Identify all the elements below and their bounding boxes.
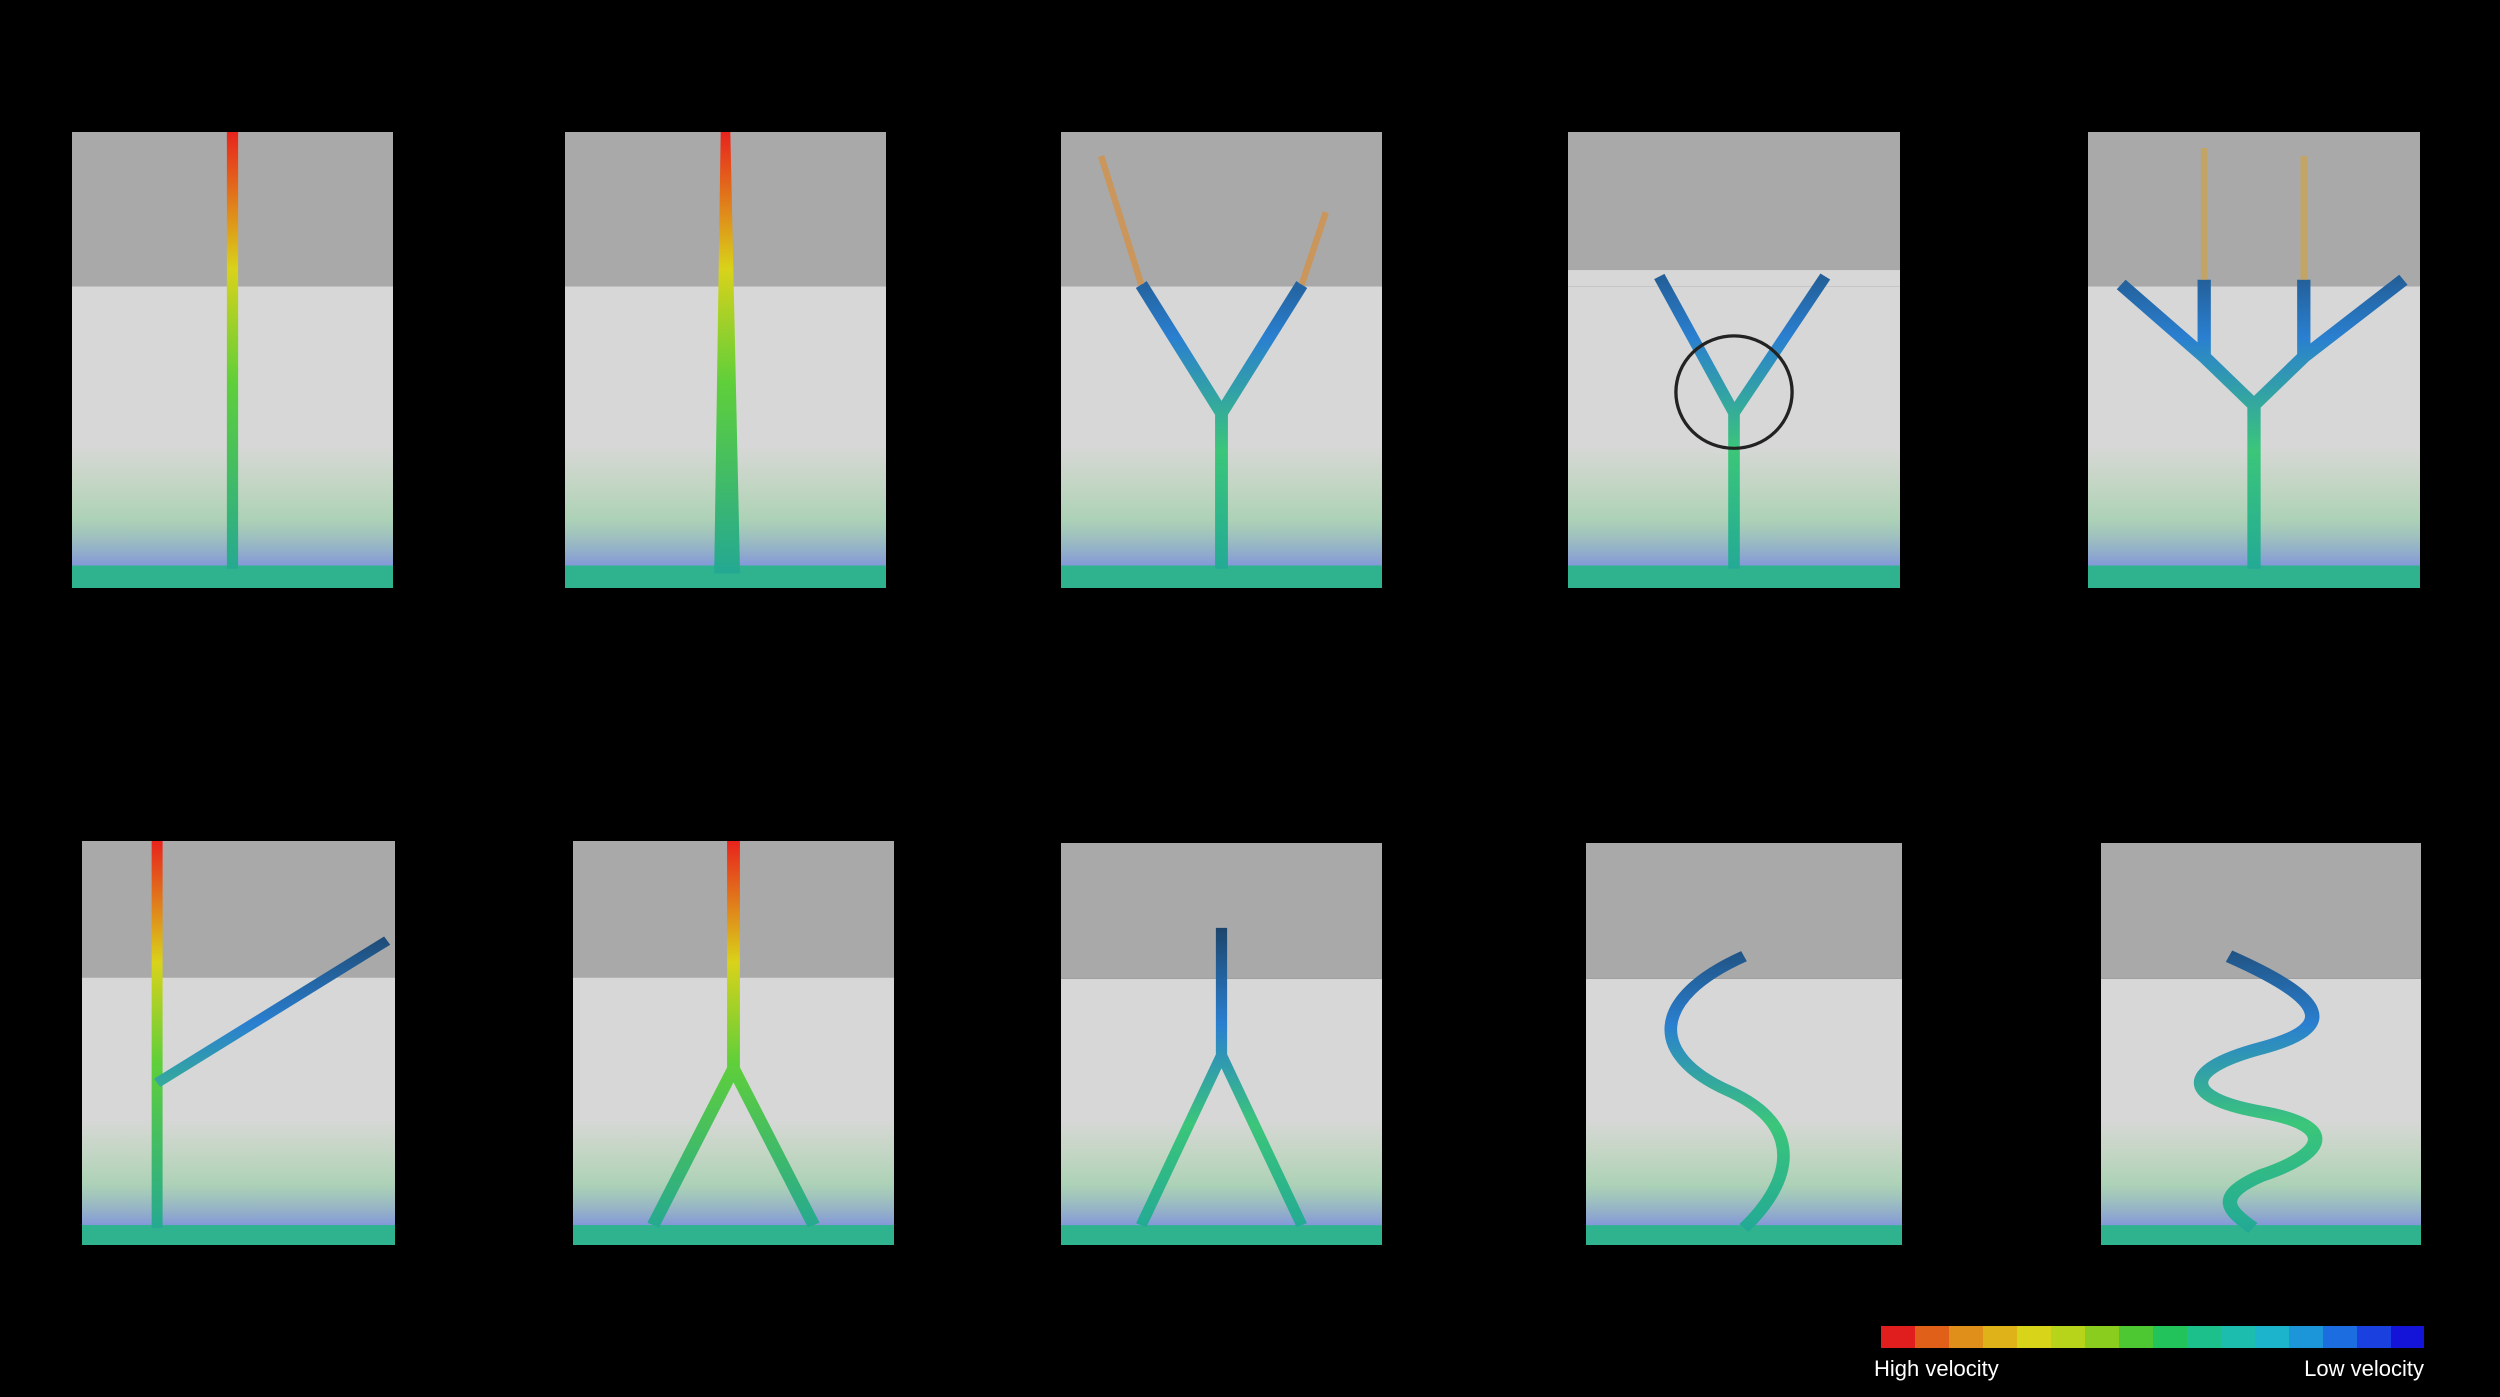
low-velocity-label: Low velocity [2304, 1356, 2424, 1381]
panel [2088, 132, 2420, 588]
panel [82, 841, 395, 1245]
panel [573, 841, 894, 1245]
panel [72, 132, 393, 588]
panel [2101, 843, 2421, 1245]
panel [1061, 132, 1382, 588]
panel [1061, 843, 1382, 1245]
panel [1586, 843, 1902, 1245]
panel [565, 132, 886, 588]
panel [1568, 132, 1900, 588]
colorbar [1881, 1326, 2424, 1348]
high-velocity-label: High velocity [1874, 1356, 1999, 1381]
